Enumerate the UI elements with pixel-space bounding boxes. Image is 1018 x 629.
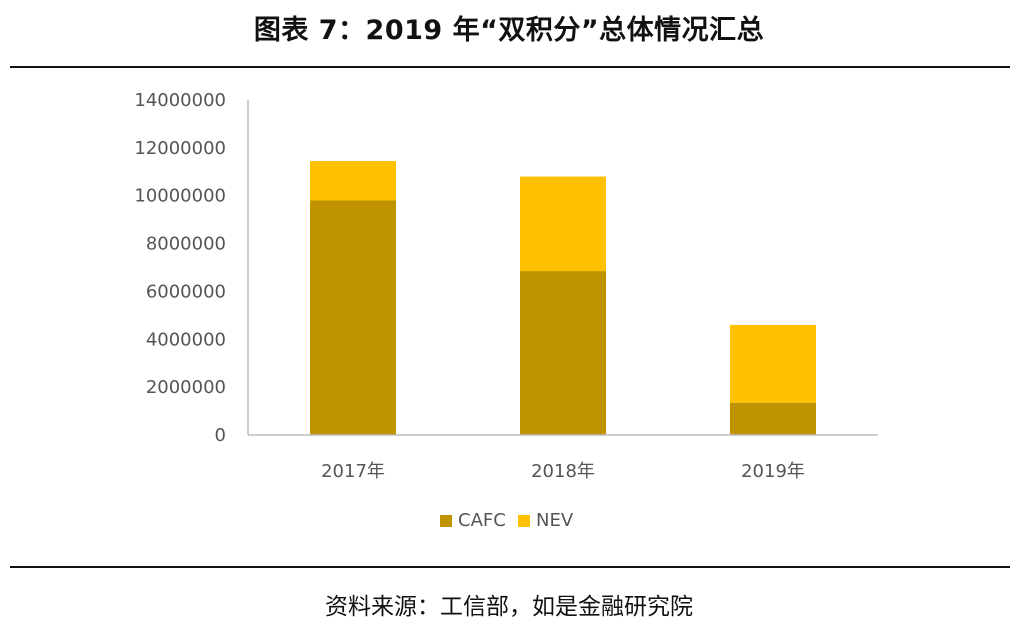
bar-cafc-2 [730, 402, 816, 435]
y-tick-label: 10000000 [134, 186, 226, 207]
legend: CAFC NEV [440, 510, 574, 531]
y-tick-label: 12000000 [134, 138, 226, 159]
legend-label-nev: NEV [536, 510, 574, 531]
bar-cafc-0 [310, 200, 396, 435]
y-tick-label: 8000000 [146, 234, 226, 255]
chart-title: 图表 7：2019 年“双积分”总体情况汇总 [253, 15, 765, 46]
y-tick-label: 14000000 [134, 90, 226, 111]
x-axis-ticks: 2017年 2018年 2019年 [321, 461, 805, 482]
legend-swatch-cafc [440, 515, 452, 527]
stacked-bar-chart: 0 2000000 4000000 6000000 8000000 10000000 120… [134, 90, 878, 531]
x-tick-label: 2017年 [321, 461, 385, 482]
bar-nev-1 [520, 176, 606, 272]
legend-swatch-nev [518, 515, 530, 527]
bar-nev-0 [310, 161, 396, 201]
top-rule [10, 66, 1010, 68]
x-tick-label: 2018年 [531, 461, 595, 482]
legend-label-cafc: CAFC [458, 510, 506, 531]
x-tick-label: 2019年 [741, 461, 805, 482]
y-tick-label: 4000000 [146, 329, 226, 350]
bar-cafc-1 [520, 271, 606, 435]
y-tick-label: 6000000 [146, 281, 226, 302]
bar-nev-2 [730, 324, 816, 403]
y-axis-ticks: 0 2000000 4000000 6000000 8000000 10000000 120… [134, 90, 226, 446]
bottom-rule [10, 566, 1010, 568]
source-note: 资料来源：工信部，如是金融研究院 [325, 594, 693, 620]
bars-group [310, 161, 816, 435]
y-tick-label: 0 [215, 425, 226, 446]
y-tick-label: 2000000 [146, 377, 226, 398]
